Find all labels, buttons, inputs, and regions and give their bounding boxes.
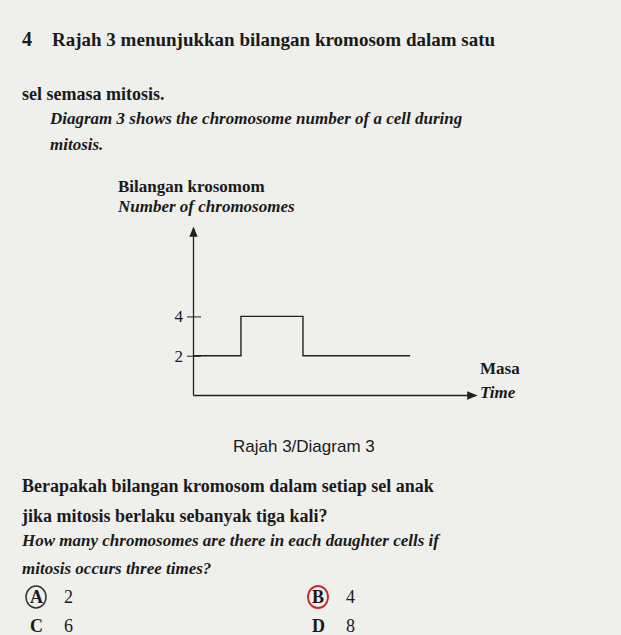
option-letter: C [30,616,43,635]
y-tick-label: 2 [175,347,184,366]
option-text: 8 [346,616,355,635]
x-axis-title: Masa [480,359,520,378]
pen-circle [26,586,46,608]
caption: Rajah 3/Diagram 3 [233,437,375,456]
page: 4 Rajah 3 menunjukkan bilangan kromosom d… [0,0,621,635]
y-axis-title: Bilangan krosomom [118,177,265,196]
option-text: 2 [64,587,73,607]
chromosome-line [193,316,410,355]
ask-en: mitosis occurs three times? [22,559,211,578]
y-tick-label: 4 [175,307,184,326]
y-axis-title: Number of chromosomes [117,197,295,216]
stem-en: Diagram 3 shows the chromosome number of… [49,109,463,128]
option-letter: A [30,587,43,607]
y-tick: 4 [175,307,202,326]
x-axis [194,395,476,396]
stem-ms: Rajah 3 menunjukkan bilangan kromosom da… [52,29,496,50]
pen-circle [308,586,328,608]
option-text: 4 [346,587,355,607]
y-axis: 24 [175,229,202,396]
ask-ms: Berapakah bilangan kromosom dalam setiap… [22,476,434,496]
x-axis-title: Time [480,383,516,402]
option-text: 6 [64,616,73,635]
y-axis-line [193,229,194,396]
ask-ms: jika mitosis berlaku sebanyak tiga kali? [21,506,328,526]
plot-area [193,316,410,355]
ask-en: How many chromosomes are there in each d… [21,531,441,550]
x-axis-line [194,395,476,396]
option-letter: D [312,616,325,635]
option-letter: B [312,587,324,607]
question-number: 4 [22,28,32,50]
stem-en: mitosis. [50,135,103,154]
y-tick-mark [187,316,201,317]
stem-ms: sel semasa mitosis. [22,84,165,104]
